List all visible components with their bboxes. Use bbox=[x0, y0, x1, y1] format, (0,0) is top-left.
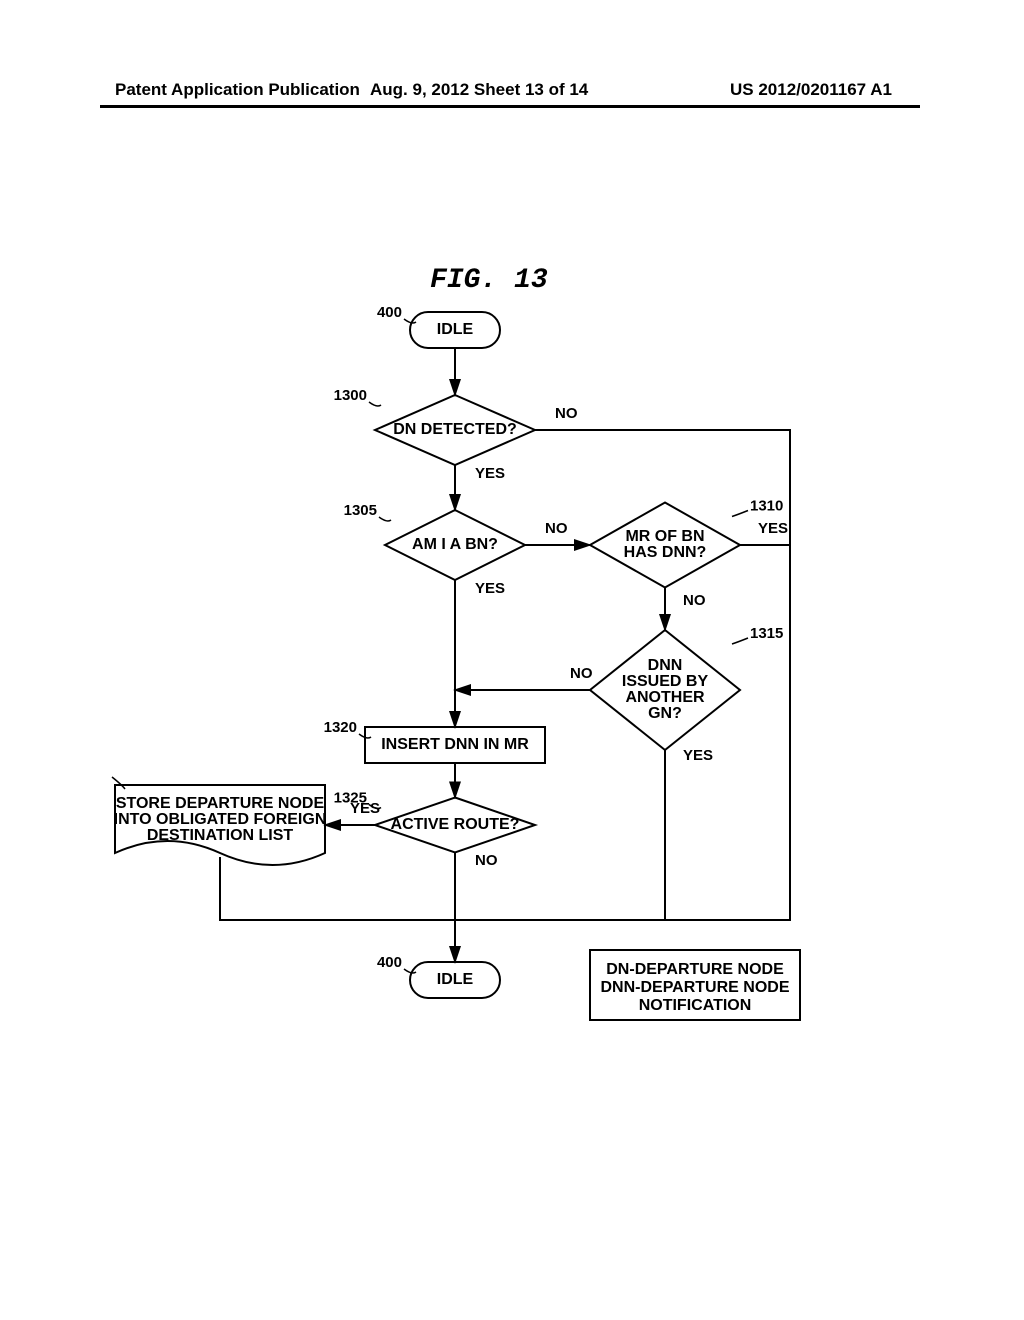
header-right: US 2012/0201167 A1 bbox=[730, 80, 892, 100]
svg-text:NO: NO bbox=[683, 592, 706, 609]
svg-text:1300: 1300 bbox=[334, 387, 367, 404]
svg-text:1310: 1310 bbox=[750, 498, 783, 515]
svg-text:YES: YES bbox=[350, 800, 380, 817]
svg-text:ISSUED BY: ISSUED BY bbox=[622, 673, 709, 690]
flowchart: IDLE 400 DN DETECTED? 1300 AM I A BN? 1305 MR … bbox=[110, 300, 910, 1060]
svg-text:DNN-DEPARTURE NODE: DNN-DEPARTURE NODE bbox=[600, 979, 789, 996]
svg-text:MR OF BN: MR OF BN bbox=[625, 528, 704, 545]
svg-text:GN?: GN? bbox=[648, 705, 682, 722]
svg-text:IDLE: IDLE bbox=[437, 321, 474, 338]
svg-text:DN DETECTED?: DN DETECTED? bbox=[393, 421, 517, 438]
svg-text:NO: NO bbox=[475, 852, 498, 869]
svg-text:1320: 1320 bbox=[324, 719, 357, 736]
svg-text:ANOTHER: ANOTHER bbox=[625, 689, 705, 706]
svg-text:IDLE: IDLE bbox=[437, 971, 474, 988]
svg-text:400: 400 bbox=[377, 954, 402, 971]
header-rule bbox=[100, 105, 920, 108]
svg-text:DN-DEPARTURE NODE: DN-DEPARTURE NODE bbox=[606, 961, 784, 978]
svg-text:DESTINATION LIST: DESTINATION LIST bbox=[147, 827, 294, 844]
svg-text:YES: YES bbox=[758, 520, 788, 537]
svg-text:NOTIFICATION: NOTIFICATION bbox=[639, 997, 752, 1014]
svg-text:400: 400 bbox=[377, 304, 402, 321]
svg-text:HAS DNN?: HAS DNN? bbox=[624, 544, 707, 561]
svg-text:NO: NO bbox=[570, 665, 593, 682]
svg-text:STORE DEPARTURE NODE: STORE DEPARTURE NODE bbox=[116, 795, 325, 812]
header-center: Aug. 9, 2012 Sheet 13 of 14 bbox=[370, 80, 588, 100]
svg-text:ACTIVE ROUTE?: ACTIVE ROUTE? bbox=[391, 816, 520, 833]
svg-text:DNN: DNN bbox=[648, 657, 683, 674]
svg-text:NO: NO bbox=[555, 405, 578, 422]
svg-text:YES: YES bbox=[475, 465, 505, 482]
svg-text:INSERT DNN IN MR: INSERT DNN IN MR bbox=[381, 736, 529, 753]
header-left: Patent Application Publication bbox=[115, 80, 360, 100]
figure-title: FIG. 13 bbox=[430, 265, 548, 296]
svg-text:NO: NO bbox=[545, 520, 568, 537]
page: Patent Application Publication Aug. 9, 2… bbox=[0, 0, 1024, 1320]
svg-text:1315: 1315 bbox=[750, 625, 783, 642]
svg-text:YES: YES bbox=[683, 747, 713, 764]
svg-text:INTO OBLIGATED FOREIGN: INTO OBLIGATED FOREIGN bbox=[114, 811, 327, 828]
svg-text:YES: YES bbox=[475, 580, 505, 597]
svg-text:1305: 1305 bbox=[344, 502, 377, 519]
svg-text:AM I A BN?: AM I A BN? bbox=[412, 536, 498, 553]
